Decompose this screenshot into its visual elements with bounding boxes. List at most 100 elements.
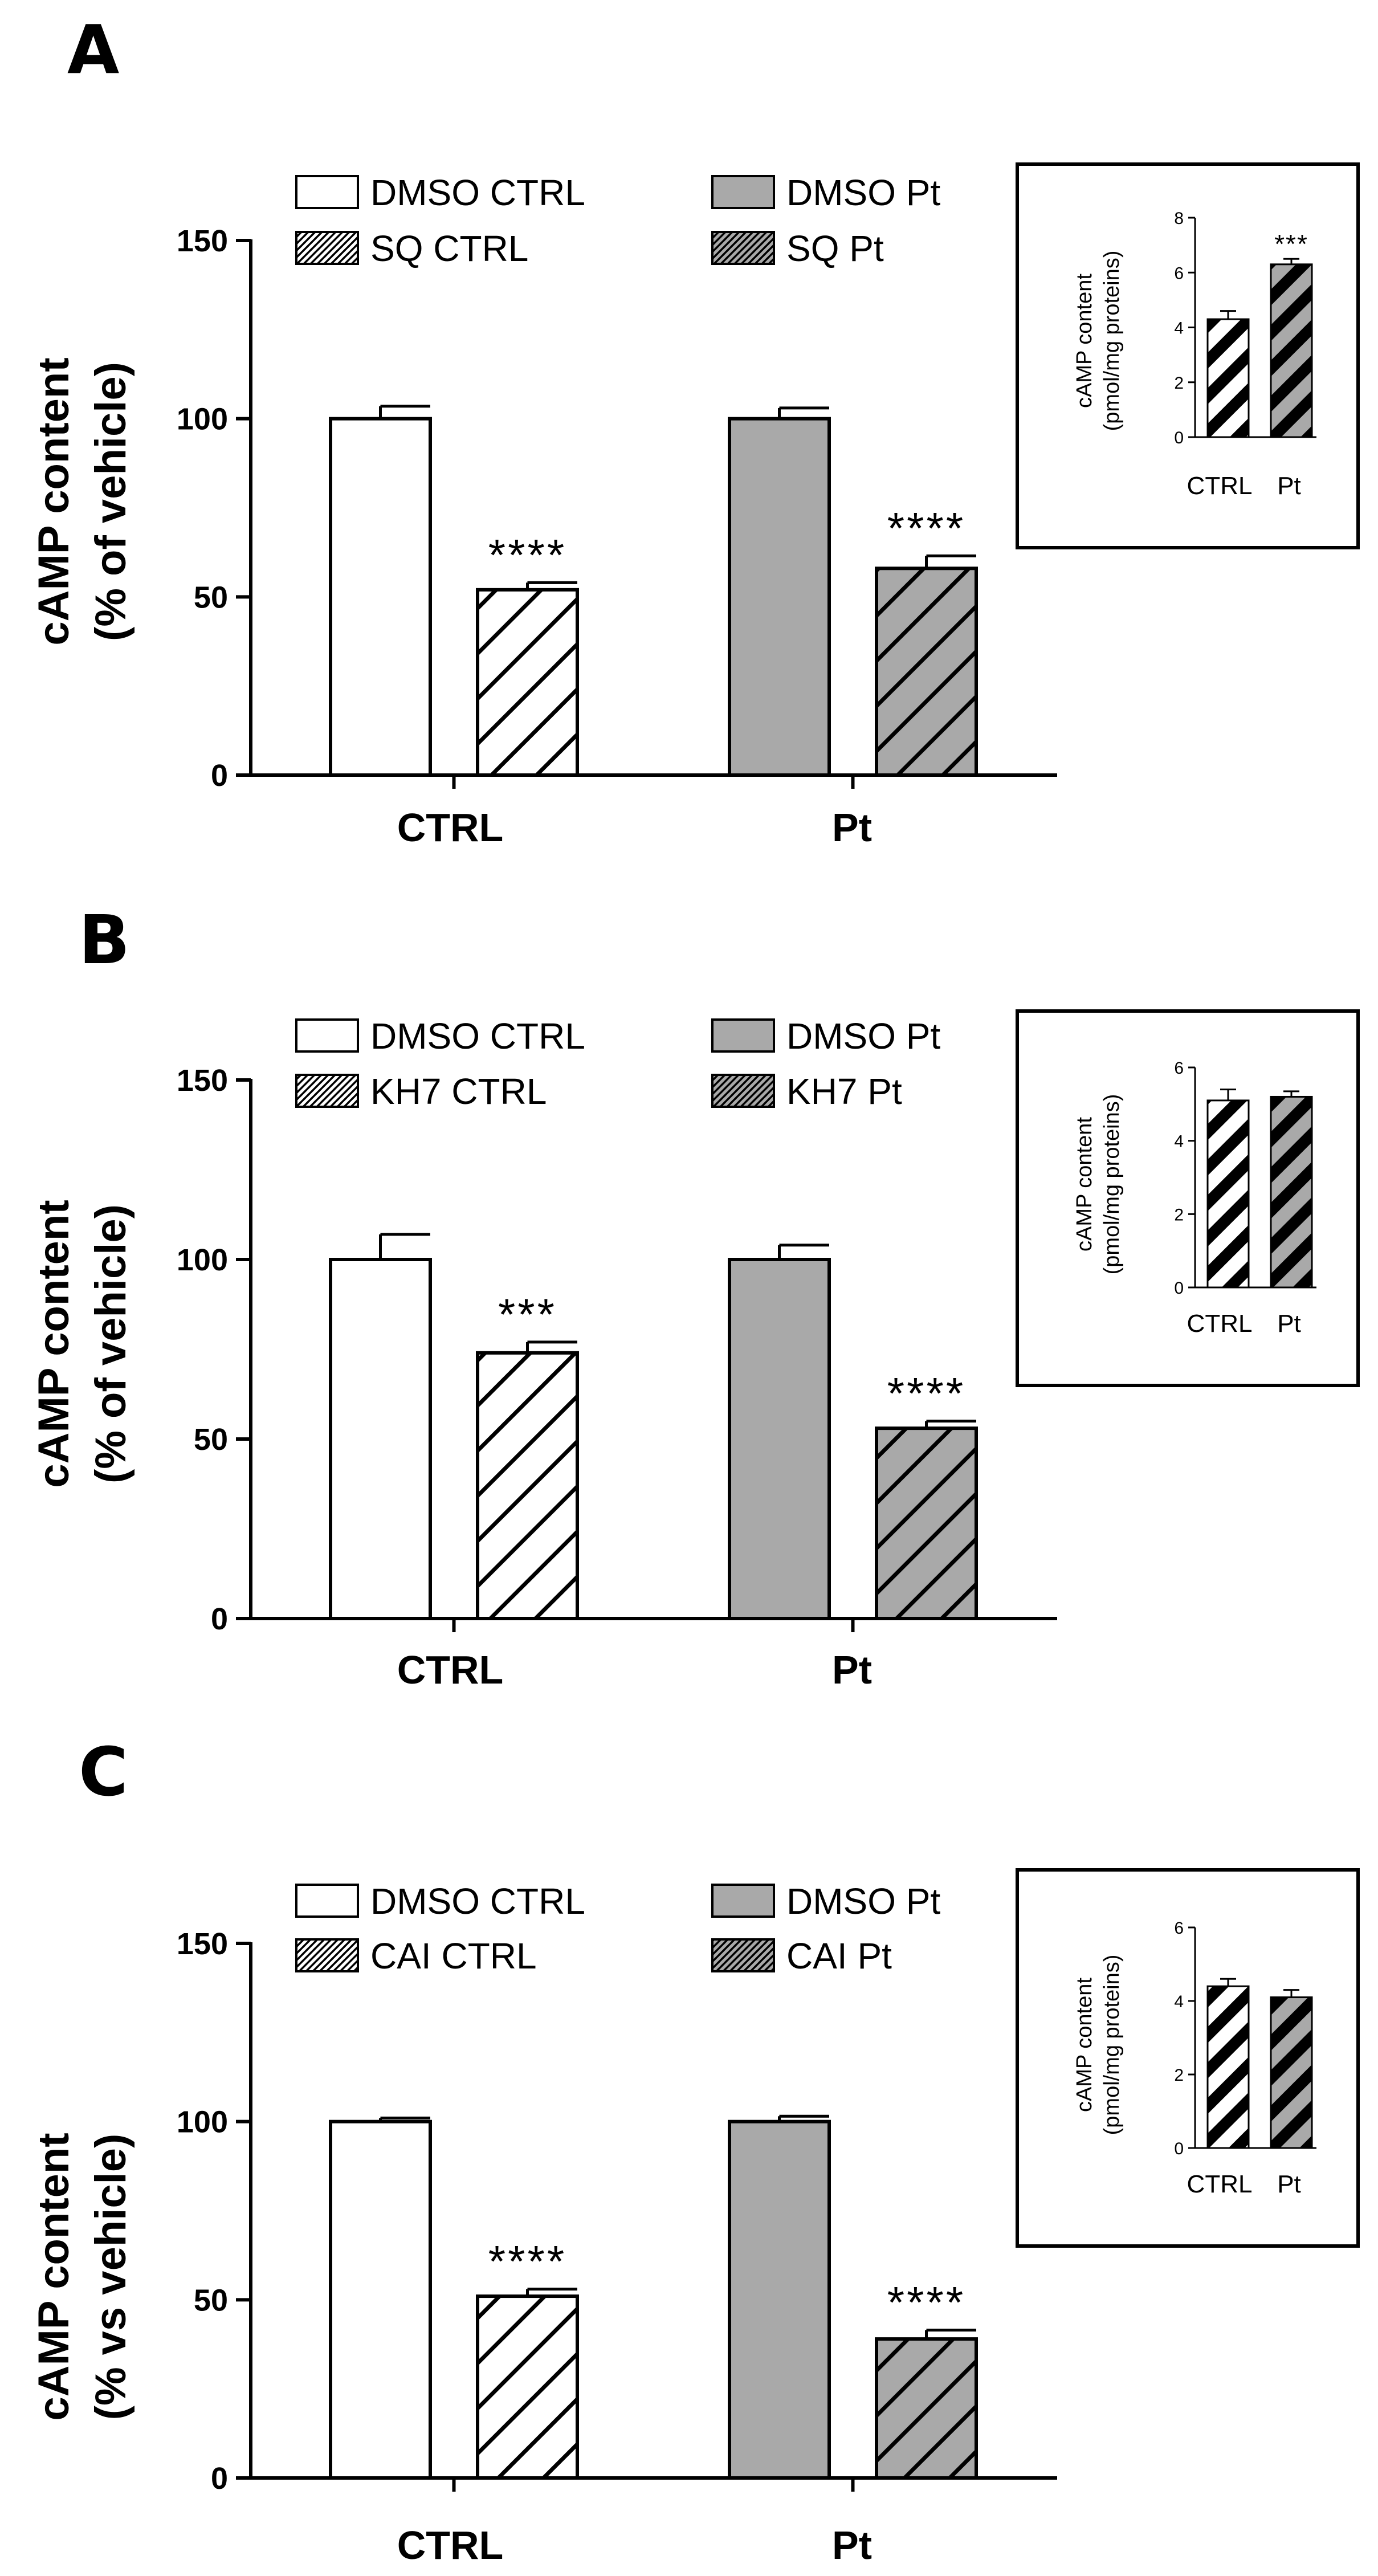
panel-letter: A bbox=[67, 10, 119, 89]
panel-letter: C bbox=[79, 1733, 128, 1811]
inset-y-axis-label-line1: cAMP content bbox=[1073, 274, 1096, 408]
bar-cai-pt bbox=[875, 2337, 978, 2480]
y-tick-label: 50 bbox=[194, 2283, 228, 2317]
inset-y-tick-label: 4 bbox=[1174, 1132, 1184, 1151]
inset-bar-ctrl bbox=[1206, 1099, 1250, 1289]
legend-swatch-dmso-pt bbox=[711, 1018, 775, 1053]
x-category-label-pt: Pt bbox=[832, 1648, 872, 1692]
legend: DMSO CTRL DMSO Pt KH7 CTRL KH7 Pt bbox=[295, 1016, 940, 1112]
bar-dmso-ctrl bbox=[329, 417, 432, 777]
bar-cai-ctrl bbox=[476, 2294, 579, 2480]
inset-y-axis-label-line2: (pmol/mg proteins) bbox=[1100, 1094, 1124, 1275]
bar-dmso-pt bbox=[728, 2120, 831, 2480]
main-plot: 0 50 100 150 **** **** bbox=[177, 224, 1057, 793]
legend-label-dmso-pt: DMSO Pt bbox=[786, 1881, 940, 1922]
significance-label: **** bbox=[887, 1368, 965, 1419]
legend-swatch-dmso-pt bbox=[711, 1884, 775, 1918]
y-tick-label: 150 bbox=[177, 224, 228, 258]
inset-y-tick-label: 2 bbox=[1174, 2066, 1184, 2085]
legend-swatch-inhibitor-pt bbox=[711, 1074, 775, 1108]
y-tick-label: 100 bbox=[177, 2105, 228, 2139]
inset-y-tick-label: 6 bbox=[1174, 1059, 1184, 1078]
inset-bar-ctrl bbox=[1206, 1985, 1250, 2149]
bar-sq-ctrl bbox=[476, 588, 579, 777]
inset-plot: 0 2 4 6 bbox=[1174, 1059, 1316, 1298]
significance-label: **** bbox=[488, 2236, 566, 2286]
significance-label: *** bbox=[498, 1289, 557, 1339]
y-axis-label-line2: (% of vehicle) bbox=[87, 1204, 135, 1483]
bar-kh7-pt bbox=[875, 1426, 978, 1620]
inset-category-label-pt: Pt bbox=[1277, 2170, 1301, 2198]
inset-y-axis-label-line1: cAMP content bbox=[1073, 1978, 1096, 2112]
x-category-label-ctrl: CTRL bbox=[397, 2523, 504, 2567]
x-category-label-ctrl: CTRL bbox=[397, 805, 504, 850]
y-axis-label-line1: cAMP content bbox=[30, 2133, 78, 2420]
main-plot: 0 50 100 150 **** **** bbox=[177, 1927, 1057, 2496]
inset-plot: 0 2 4 6 bbox=[1174, 1919, 1316, 2158]
inset-category-label-ctrl: CTRL bbox=[1187, 2170, 1253, 2198]
panel-c: C DMSO CTRL DMSO Pt CAI CTRL CAI Pt cAMP… bbox=[30, 1733, 1360, 2567]
legend-label-inhibitor-ctrl: SQ CTRL bbox=[370, 228, 528, 269]
inset-bar-pt bbox=[1270, 263, 1313, 438]
legend-label-inhibitor-ctrl: KH7 CTRL bbox=[370, 1071, 547, 1112]
legend-label-inhibitor-pt: CAI Pt bbox=[786, 1935, 892, 1976]
legend-swatch-inhibitor-ctrl bbox=[295, 231, 359, 265]
bar-kh7-ctrl bbox=[476, 1351, 579, 1620]
y-axis-label-line1: cAMP content bbox=[30, 357, 78, 645]
significance-label: **** bbox=[887, 503, 965, 553]
inset-bar-pt bbox=[1270, 1996, 1313, 2149]
x-category-label-pt: Pt bbox=[832, 805, 872, 850]
inset-y-axis-label-line2: (pmol/mg proteins) bbox=[1100, 251, 1124, 431]
bar-dmso-ctrl bbox=[329, 2120, 432, 2480]
y-tick-label: 100 bbox=[177, 1243, 228, 1277]
legend-swatch-inhibitor-pt bbox=[711, 1938, 775, 1972]
x-category-label-pt: Pt bbox=[832, 2523, 872, 2567]
inset-y-tick-label: 2 bbox=[1174, 374, 1184, 393]
y-axis-label-line2: (% of vehicle) bbox=[87, 362, 135, 641]
legend-label-inhibitor-ctrl: CAI CTRL bbox=[370, 1935, 537, 1976]
inset-y-axis-label-line1: cAMP content bbox=[1073, 1117, 1096, 1252]
inset-significance-label: *** bbox=[1274, 229, 1308, 259]
inset-y-axis-label-line2: (pmol/mg proteins) bbox=[1100, 1955, 1124, 2135]
inset-y-tick-label: 6 bbox=[1174, 1919, 1184, 1938]
y-tick-label: 150 bbox=[177, 1063, 228, 1098]
legend-swatch-dmso-ctrl bbox=[295, 1884, 359, 1918]
panel-a: A DMSO CTRL DMSO Pt SQ CTRL SQ Pt cAMP c… bbox=[30, 10, 1360, 850]
y-tick-label: 50 bbox=[194, 1422, 228, 1457]
x-category-label-ctrl: CTRL bbox=[397, 1648, 504, 1692]
bar-sq-pt bbox=[875, 566, 978, 777]
y-tick-label: 0 bbox=[211, 2461, 228, 2496]
inset-y-tick-label: 0 bbox=[1174, 429, 1184, 447]
legend: DMSO CTRL DMSO Pt CAI CTRL CAI Pt bbox=[295, 1881, 940, 1976]
y-tick-label: 0 bbox=[211, 759, 228, 793]
legend-swatch-dmso-ctrl bbox=[295, 175, 359, 209]
inset-y-tick-label: 2 bbox=[1174, 1205, 1184, 1224]
legend-label-dmso-ctrl: DMSO CTRL bbox=[370, 1881, 585, 1922]
legend-label-inhibitor-pt: SQ Pt bbox=[786, 228, 884, 269]
inset-y-tick-label: 0 bbox=[1174, 1279, 1184, 1298]
legend-swatch-dmso-ctrl bbox=[295, 1018, 359, 1053]
legend: DMSO CTRL DMSO Pt SQ CTRL SQ Pt bbox=[295, 172, 940, 269]
legend-swatch-dmso-pt bbox=[711, 175, 775, 209]
legend-label-dmso-ctrl: DMSO CTRL bbox=[370, 1016, 585, 1057]
y-tick-label: 100 bbox=[177, 402, 228, 437]
legend-swatch-inhibitor-pt bbox=[711, 231, 775, 265]
y-tick-label: 50 bbox=[194, 580, 228, 614]
panel-letter: B bbox=[79, 900, 130, 979]
inset-y-tick-label: 6 bbox=[1174, 264, 1184, 283]
inset-plot: 0 2 4 6 8 *** bbox=[1174, 209, 1316, 447]
inset-category-label-pt: Pt bbox=[1277, 1310, 1301, 1338]
y-tick-label: 0 bbox=[211, 1602, 228, 1636]
legend-swatch-inhibitor-ctrl bbox=[295, 1938, 359, 1972]
inset-category-label-pt: Pt bbox=[1277, 472, 1301, 500]
y-tick-label: 150 bbox=[177, 1927, 228, 1961]
inset-y-tick-label: 0 bbox=[1174, 2139, 1184, 2158]
inset-y-tick-label: 4 bbox=[1174, 1992, 1184, 2011]
bar-dmso-pt bbox=[728, 1258, 831, 1620]
legend-label-dmso-pt: DMSO Pt bbox=[786, 172, 940, 213]
inset-bar-pt bbox=[1270, 1095, 1313, 1289]
significance-label: **** bbox=[488, 529, 566, 580]
y-axis-label-line2: (% vs vehicle) bbox=[87, 2134, 135, 2420]
